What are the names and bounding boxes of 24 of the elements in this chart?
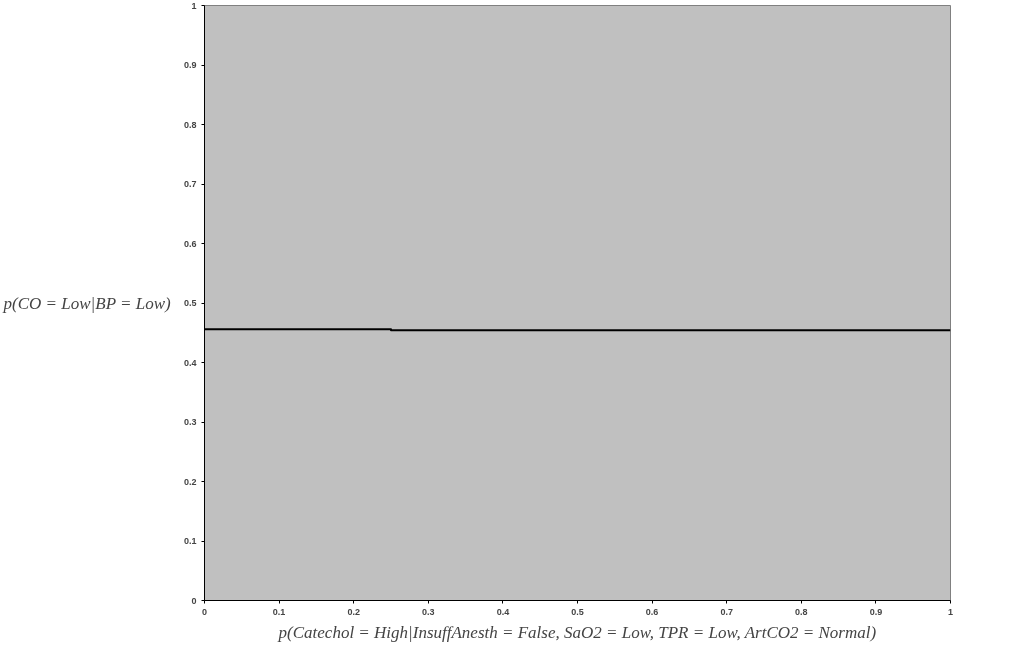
y-tick-label: 0.7: [183, 179, 197, 189]
y-tick-label: 0.6: [183, 238, 197, 249]
y-tick-label: 1: [191, 0, 197, 11]
x-tick-label: 0.7: [720, 606, 733, 617]
y-tick-label: 0: [191, 595, 197, 606]
x-tick-label: 0.9: [869, 606, 883, 617]
y-tick-label: 0.5: [183, 298, 197, 308]
y-tick-label: 0.8: [183, 119, 197, 130]
x-tick-label: 1: [948, 606, 954, 617]
x-tick-label: 0.8: [795, 606, 808, 617]
x-tick-label: 0.1: [272, 606, 286, 617]
y-tick-label: 0.1: [183, 536, 197, 546]
x-tick-label: 0.4: [496, 606, 510, 617]
y-tick-label: 0.4: [183, 357, 197, 368]
x-tick-label: 0.6: [645, 606, 659, 617]
y-tick-label: 0.3: [183, 417, 197, 427]
y-axis-title: p(CO = Low|BP = Low): [2, 293, 172, 313]
x-tick-label: 0.5: [571, 606, 584, 617]
x-tick-label: 0.2: [347, 606, 360, 617]
y-tick-label: 0.9: [183, 60, 197, 70]
x-tick-label: 0: [202, 606, 208, 617]
x-tick-label: 0.3: [422, 606, 435, 617]
x-axis-title: p(Catechol = High|InsuffAnesth = False, SaO2 = Low, TPR = Low, ArtCO2 = Normal): [277, 622, 877, 642]
y-tick-label: 0.2: [183, 476, 197, 487]
